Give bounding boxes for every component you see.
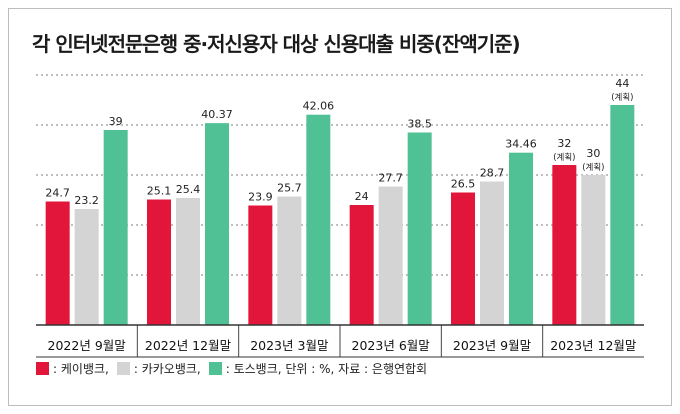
legend-label-kbank: : 케이뱅크, bbox=[53, 362, 109, 376]
bar bbox=[45, 201, 70, 325]
x-axis: 2022년 9월말 2022년 12월말 2023년 3월말 2023년 6월말 202… bbox=[36, 324, 644, 358]
bar bbox=[248, 205, 273, 325]
data-label: 27.7 bbox=[378, 172, 403, 185]
legend-swatch-tossbank bbox=[208, 362, 222, 375]
bar bbox=[552, 165, 577, 325]
data-label: 25.1 bbox=[147, 185, 172, 198]
x-tick-label: 2022년 9월말 bbox=[48, 338, 127, 353]
plan-annotation: (계획) bbox=[553, 152, 575, 163]
bar bbox=[509, 152, 533, 325]
value-labels: 24.7 23.2 39 25.1 25.4 40.37 23.9 25.7 42.06 24 27… bbox=[45, 77, 629, 207]
data-label: 34.46 bbox=[505, 138, 537, 151]
data-label: 40.37 bbox=[201, 108, 233, 121]
bar bbox=[306, 114, 331, 325]
annotations: (계획) (계획) (계획) bbox=[553, 92, 633, 173]
bar bbox=[581, 175, 606, 325]
x-tick-label: 2023년 3월말 bbox=[250, 338, 329, 353]
data-label: 25.4 bbox=[176, 183, 201, 196]
bars bbox=[45, 105, 635, 326]
plan-annotation: (계획) bbox=[611, 92, 633, 103]
data-label: 26.5 bbox=[451, 178, 476, 191]
x-tick-label: 2023년 6월말 bbox=[352, 338, 431, 353]
data-label: 30 bbox=[586, 147, 600, 160]
bar bbox=[610, 105, 635, 325]
x-tick-label: 2022년 12월말 bbox=[145, 338, 232, 353]
bar bbox=[277, 196, 302, 325]
data-label: 23.2 bbox=[74, 194, 99, 207]
data-label: 38.5 bbox=[407, 118, 432, 131]
data-label: 24 bbox=[355, 190, 369, 203]
data-label: 23.9 bbox=[248, 191, 273, 204]
plan-annotation: (계획) bbox=[582, 162, 604, 173]
bar bbox=[349, 205, 374, 325]
bar bbox=[103, 130, 128, 325]
bar bbox=[451, 192, 475, 325]
data-label: 44 bbox=[615, 77, 629, 90]
legend-label-kakaobank: : 카카오뱅크, bbox=[133, 362, 201, 376]
legend-label-tossbank: : 토스뱅크, 단위 : %, 자료 : 은행연합회 bbox=[225, 362, 428, 376]
bar bbox=[205, 123, 229, 326]
data-label: 28.7 bbox=[480, 167, 505, 180]
chart-title: 각 인터넷전문은행 중·저신용자 대상 신용대출 비중(잔액기준) bbox=[32, 32, 521, 56]
x-tick-label: 2023년 9월말 bbox=[453, 338, 532, 353]
bar bbox=[378, 186, 403, 325]
data-label: 32 bbox=[557, 137, 571, 150]
legend-swatch-kbank bbox=[36, 362, 49, 375]
legend: : 케이뱅크, : 카카오뱅크, : 토스뱅크, 단위 : %, 자료 : 은행… bbox=[36, 360, 435, 377]
data-label: 24.7 bbox=[45, 187, 70, 200]
bar bbox=[147, 199, 171, 325]
legend-swatch-kakaobank bbox=[116, 362, 130, 375]
x-tick-label: 2023년 12월말 bbox=[550, 338, 637, 353]
data-label: 42.06 bbox=[303, 100, 335, 113]
gridlines bbox=[36, 74, 644, 276]
bar bbox=[480, 181, 504, 325]
bar bbox=[407, 132, 432, 325]
data-label: 25.7 bbox=[277, 182, 302, 195]
bar bbox=[176, 198, 200, 325]
bar bbox=[74, 209, 99, 325]
data-label: 39 bbox=[109, 115, 123, 128]
